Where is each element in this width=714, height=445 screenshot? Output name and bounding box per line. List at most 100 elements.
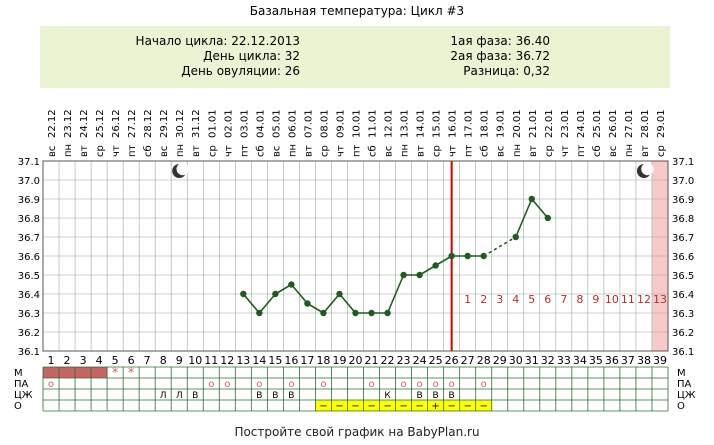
weekday-label: ср [544, 145, 555, 157]
temperature-point [320, 309, 327, 317]
luteal-day-label: 11 [621, 293, 635, 306]
y-tick-label-left: 37.1 [18, 157, 40, 168]
weekday-label: вс [47, 146, 58, 157]
spotting-star: * [112, 366, 119, 381]
date-label: 17.01 [464, 109, 475, 138]
intercourse-mark: о [208, 379, 214, 390]
temperature-line-segment [322, 293, 341, 314]
day-number-label: 7 [144, 354, 151, 367]
temperature-line-segment [290, 283, 309, 305]
date-label: 28.12 [143, 109, 154, 138]
weekday-label: вс [159, 146, 170, 157]
weekday-label: пт [576, 144, 587, 157]
ovulation-test-mark: − [319, 401, 327, 412]
date-label: 25.12 [95, 109, 106, 138]
weekday-label: сб [368, 145, 379, 157]
temperature-point [544, 214, 552, 222]
temperature-point [512, 233, 519, 241]
ovulation-test-cell [347, 400, 364, 411]
ovulation-test-cell [315, 400, 332, 411]
date-label: 07.01 [303, 109, 314, 138]
date-label: 14.01 [416, 109, 427, 138]
day-number-label: 4 [96, 354, 103, 367]
date-label: 29.01 [656, 109, 667, 138]
day-number-label: 19 [332, 354, 346, 367]
y-tick-label-left: 36.4 [18, 290, 40, 301]
weekday-label: пн [512, 144, 523, 157]
weekday-label: сб [480, 145, 491, 157]
y-tick-label-right: 36.6 [672, 252, 694, 263]
y-tick-label-left: 36.9 [18, 195, 40, 206]
temperature-point [416, 271, 423, 279]
y-tick-label-left: 37.0 [18, 176, 40, 187]
ovulation-test-mark: + [431, 401, 439, 412]
period-cell [75, 367, 92, 378]
ovulation-test-cell [379, 400, 396, 411]
period-cell [43, 367, 60, 378]
date-label: 29.12 [159, 109, 170, 138]
luteal-day-label: 5 [528, 293, 535, 306]
temperature-point [336, 290, 343, 298]
day-number-label: 27 [461, 354, 475, 367]
date-label: 24.12 [79, 109, 90, 138]
temperature-point [400, 271, 407, 279]
cervical-mucus-mark: Л [160, 391, 167, 401]
date-label: 26.01 [608, 109, 619, 138]
ovulation-test-cell [411, 400, 428, 411]
y-tick-label-left: 36.3 [18, 309, 40, 320]
weekday-label: сб [592, 145, 603, 157]
ovulation-test-mark: − [463, 401, 471, 412]
ovulation-test-mark: − [399, 401, 407, 412]
ovulation-test-cell [395, 400, 412, 411]
temperature-point [384, 309, 391, 317]
day-number-label: 23 [397, 354, 411, 367]
date-label: 15.01 [432, 109, 443, 138]
intercourse-mark: о [401, 379, 407, 390]
date-label: 01.01 [207, 109, 218, 138]
row-label-left: ЦЖ [14, 390, 33, 401]
phase1-average: 1ая фаза: 36.40 [450, 34, 550, 48]
weekday-label: вт [303, 145, 314, 157]
date-label: 26.12 [111, 109, 122, 138]
weekday-label: пн [63, 144, 74, 157]
date-label: 22.12 [47, 109, 58, 138]
cycle-info-box: Начало цикла: 22.12.2013 День цикла: 32 … [40, 26, 670, 88]
luteal-day-label: 12 [637, 293, 651, 306]
chart-border [42, 160, 669, 352]
ovulation-test-mark: − [335, 401, 343, 412]
ovulation-test-cell [475, 400, 492, 411]
cervical-mucus-mark: В [192, 391, 198, 401]
luteal-day-label: 9 [592, 293, 599, 306]
row-label-left: ПА [14, 379, 29, 390]
ovulation-test-mark: − [383, 401, 391, 412]
y-tick-label-left: 36.1 [18, 347, 40, 358]
date-label: 19.01 [496, 109, 507, 138]
ovulation-test-mark: − [367, 401, 375, 412]
weekday-label: сб [255, 145, 266, 157]
ovulation-test-cell [427, 400, 444, 411]
footer-link-text[interactable]: Постройте свой график на BabyPlan.ru [234, 425, 480, 439]
date-label: 23.12 [63, 109, 74, 138]
weekday-label: вс [271, 146, 282, 157]
day-number-label: 36 [605, 354, 619, 367]
weekday-label: ср [207, 145, 218, 157]
temperature-line-segment [338, 293, 357, 314]
chart-title: Базальная температура: Цикл #3 [249, 4, 465, 18]
day-number-label: 24 [413, 354, 427, 367]
date-label: 30.12 [175, 109, 186, 138]
intercourse-mark: о [320, 379, 326, 390]
cervical-mucus-mark: В [449, 391, 455, 401]
day-number-label: 2 [64, 354, 71, 367]
y-tick-label-left: 36.6 [18, 252, 40, 263]
day-number-label: 35 [589, 354, 603, 367]
luteal-day-label: 8 [576, 293, 583, 306]
ovulation-test-cell [459, 400, 476, 411]
temperature-line-segment [515, 198, 533, 238]
luteal-day-label: 7 [560, 293, 567, 306]
date-label: 05.01 [271, 109, 282, 138]
day-number-label: 13 [236, 354, 250, 367]
date-label: 18.01 [480, 109, 491, 138]
day-number-label: 14 [252, 354, 266, 367]
intercourse-mark: о [368, 379, 374, 390]
y-tick-label-right: 37.0 [672, 176, 694, 187]
